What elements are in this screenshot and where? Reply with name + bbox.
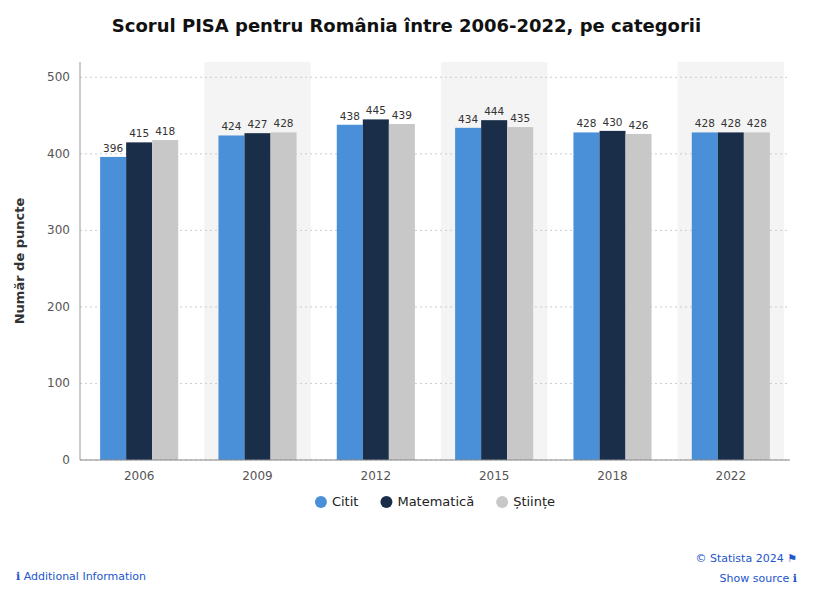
legend-label: Științe <box>513 494 555 509</box>
y-tick-label: 100 <box>47 376 70 390</box>
data-label: 428 <box>576 117 596 129</box>
bar <box>455 128 481 460</box>
x-tick-label: 2012 <box>361 469 392 483</box>
data-label: 418 <box>155 125 175 137</box>
grid-line <box>80 77 790 78</box>
x-tick-label: 2006 <box>124 469 155 483</box>
data-label: 428 <box>695 117 715 129</box>
bar <box>218 135 244 460</box>
bar <box>271 132 297 460</box>
data-label: 415 <box>129 127 149 139</box>
y-axis-line <box>80 62 81 460</box>
bar <box>718 132 744 460</box>
chart-title: Scorul PISA pentru România între 2006-20… <box>112 15 701 36</box>
bar <box>692 132 718 460</box>
grid-line <box>80 460 790 461</box>
bar <box>244 133 270 460</box>
y-tick-label: 200 <box>47 300 70 314</box>
x-axis-line <box>80 460 790 461</box>
bar <box>573 132 599 460</box>
legend-item: Științe <box>496 494 555 509</box>
bar <box>626 134 652 460</box>
data-label: 428 <box>274 117 294 129</box>
y-axis-label: Număr de puncte <box>12 198 27 325</box>
x-tick-label: 2009 <box>242 469 273 483</box>
bar <box>126 142 152 460</box>
data-label: 439 <box>392 109 412 121</box>
bars <box>100 119 770 460</box>
y-tick-label: 400 <box>47 147 70 161</box>
data-label: 424 <box>221 120 241 132</box>
legend-swatch <box>380 496 392 508</box>
grid-line <box>80 306 790 307</box>
footer-note: Show source ℹ <box>720 572 797 585</box>
bar <box>152 140 178 460</box>
legend-swatch <box>496 496 508 508</box>
legend-item: Matematică <box>380 494 474 509</box>
bar <box>744 132 770 460</box>
background <box>0 0 813 600</box>
band-stripe <box>441 62 547 460</box>
band-stripe <box>678 62 785 460</box>
data-label: 427 <box>247 118 267 130</box>
y-tick-label: 0 <box>62 453 70 467</box>
chart-root: Scorul PISA pentru România între 2006-20… <box>0 0 813 600</box>
legend-label: Citit <box>332 494 359 509</box>
data-labels: 396 424 438 434 428 428 415 427 445 444 430 428 418 4… <box>103 104 767 154</box>
footer-note: ℹ Additional Information <box>16 570 146 583</box>
data-label: 445 <box>366 104 386 116</box>
data-label: 430 <box>602 116 622 128</box>
data-label: 435 <box>510 112 530 124</box>
data-label: 444 <box>484 105 504 117</box>
data-label: 428 <box>721 117 741 129</box>
data-label: 434 <box>458 113 478 125</box>
y-tick-label: 500 <box>47 70 70 84</box>
grid-line <box>80 230 790 231</box>
bar <box>481 120 507 460</box>
bar <box>507 127 533 460</box>
data-label: 438 <box>340 110 360 122</box>
x-tick-label: 2018 <box>597 469 628 483</box>
legend-swatch <box>315 496 327 508</box>
band-stripe <box>204 62 311 460</box>
bar <box>100 157 126 460</box>
legend: Citit Matematică Științe <box>315 494 555 509</box>
grid-line <box>80 383 790 384</box>
bar <box>389 124 415 460</box>
bar <box>337 125 363 460</box>
data-label: 396 <box>103 142 123 154</box>
bar <box>599 131 625 460</box>
grid-line <box>80 153 790 154</box>
legend-label: Matematică <box>397 494 474 509</box>
data-label: 426 <box>629 119 649 131</box>
footer-note: © Statista 2024 ⚑ <box>695 552 797 565</box>
legend-item: Citit <box>315 494 359 509</box>
x-tick-label: 2015 <box>479 469 510 483</box>
y-tick-label: 300 <box>47 223 70 237</box>
data-label: 428 <box>747 117 767 129</box>
x-tick-label: 2022 <box>716 469 747 483</box>
bar <box>363 119 389 460</box>
